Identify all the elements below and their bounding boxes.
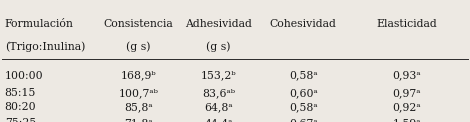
Text: 0,58ᵃ: 0,58ᵃ bbox=[289, 102, 317, 112]
Text: Consistencia: Consistencia bbox=[104, 19, 173, 29]
Text: 100:00: 100:00 bbox=[5, 71, 43, 81]
Text: Adhesividad: Adhesividad bbox=[185, 19, 252, 29]
Text: 85:15: 85:15 bbox=[5, 88, 36, 98]
Text: 1,59ᵃ: 1,59ᵃ bbox=[392, 118, 421, 122]
Text: Formulación: Formulación bbox=[5, 19, 74, 29]
Text: (g s): (g s) bbox=[126, 41, 151, 52]
Text: (Trigo:Inulina): (Trigo:Inulina) bbox=[5, 41, 85, 52]
Text: 75:25: 75:25 bbox=[5, 118, 36, 122]
Text: 0,97ᵃ: 0,97ᵃ bbox=[392, 88, 421, 98]
Text: 0,92ᵃ: 0,92ᵃ bbox=[392, 102, 421, 112]
Text: 83,6ᵃᵇ: 83,6ᵃᵇ bbox=[202, 88, 235, 98]
Text: 71,8ᵃ: 71,8ᵃ bbox=[125, 118, 153, 122]
Text: 0,58ᵃ: 0,58ᵃ bbox=[289, 71, 317, 81]
Text: 100,7ᵃᵇ: 100,7ᵃᵇ bbox=[119, 88, 158, 98]
Text: 0,67ᵃ: 0,67ᵃ bbox=[289, 118, 317, 122]
Text: 64,8ᵃ: 64,8ᵃ bbox=[204, 102, 233, 112]
Text: Cohesividad: Cohesividad bbox=[270, 19, 337, 29]
Text: 0,93ᵃ: 0,93ᵃ bbox=[392, 71, 421, 81]
Text: 0,60ᵃ: 0,60ᵃ bbox=[289, 88, 318, 98]
Text: 85,8ᵃ: 85,8ᵃ bbox=[125, 102, 153, 112]
Text: 44,4ᵃ: 44,4ᵃ bbox=[204, 118, 233, 122]
Text: 80:20: 80:20 bbox=[5, 102, 36, 112]
Text: (g s): (g s) bbox=[206, 41, 231, 52]
Text: Elasticidad: Elasticidad bbox=[376, 19, 437, 29]
Text: 153,2ᵇ: 153,2ᵇ bbox=[201, 71, 236, 81]
Text: 168,9ᵇ: 168,9ᵇ bbox=[121, 71, 157, 81]
